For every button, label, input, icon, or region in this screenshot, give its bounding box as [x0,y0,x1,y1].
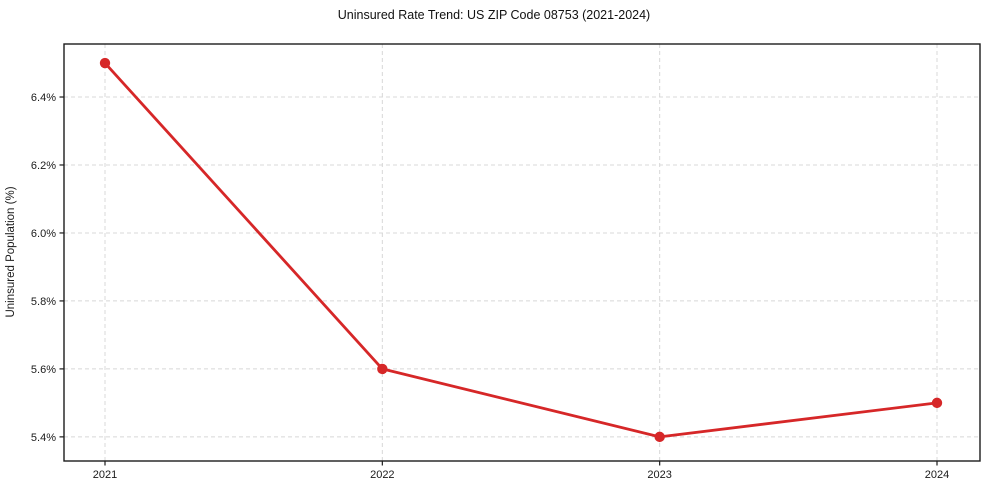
trend-line [103,61,939,439]
y-tick-label: 6.2% [31,160,56,172]
y-axis-label: Uninsured Population (%) [5,186,17,317]
data-point-2022 [377,363,388,375]
plot-area: 5.4% 5.6% 5.8% 6.0% 6.2% 6.4% 2021 2022 2023 2024 [31,43,981,481]
x-tick-label: 2022 [370,469,394,481]
data-point-2024 [931,397,943,409]
x-tick-label: 2021 [93,469,117,481]
x-tick-label: 2023 [647,469,671,481]
y-tick-label: 6.0% [31,228,56,240]
y-tick-label: 5.6% [31,364,56,376]
data-point-2021 [99,57,111,69]
y-tick-label: 5.8% [31,296,56,308]
x-tick-label: 2024 [925,469,949,481]
data-point-2023 [654,431,665,443]
y-tick-label: 5.4% [31,432,56,444]
axes-box [63,43,981,462]
chart-title: Uninsured Rate Trend: US ZIP Code 08753 … [338,8,650,22]
y-tick-label: 6.4% [31,92,56,104]
